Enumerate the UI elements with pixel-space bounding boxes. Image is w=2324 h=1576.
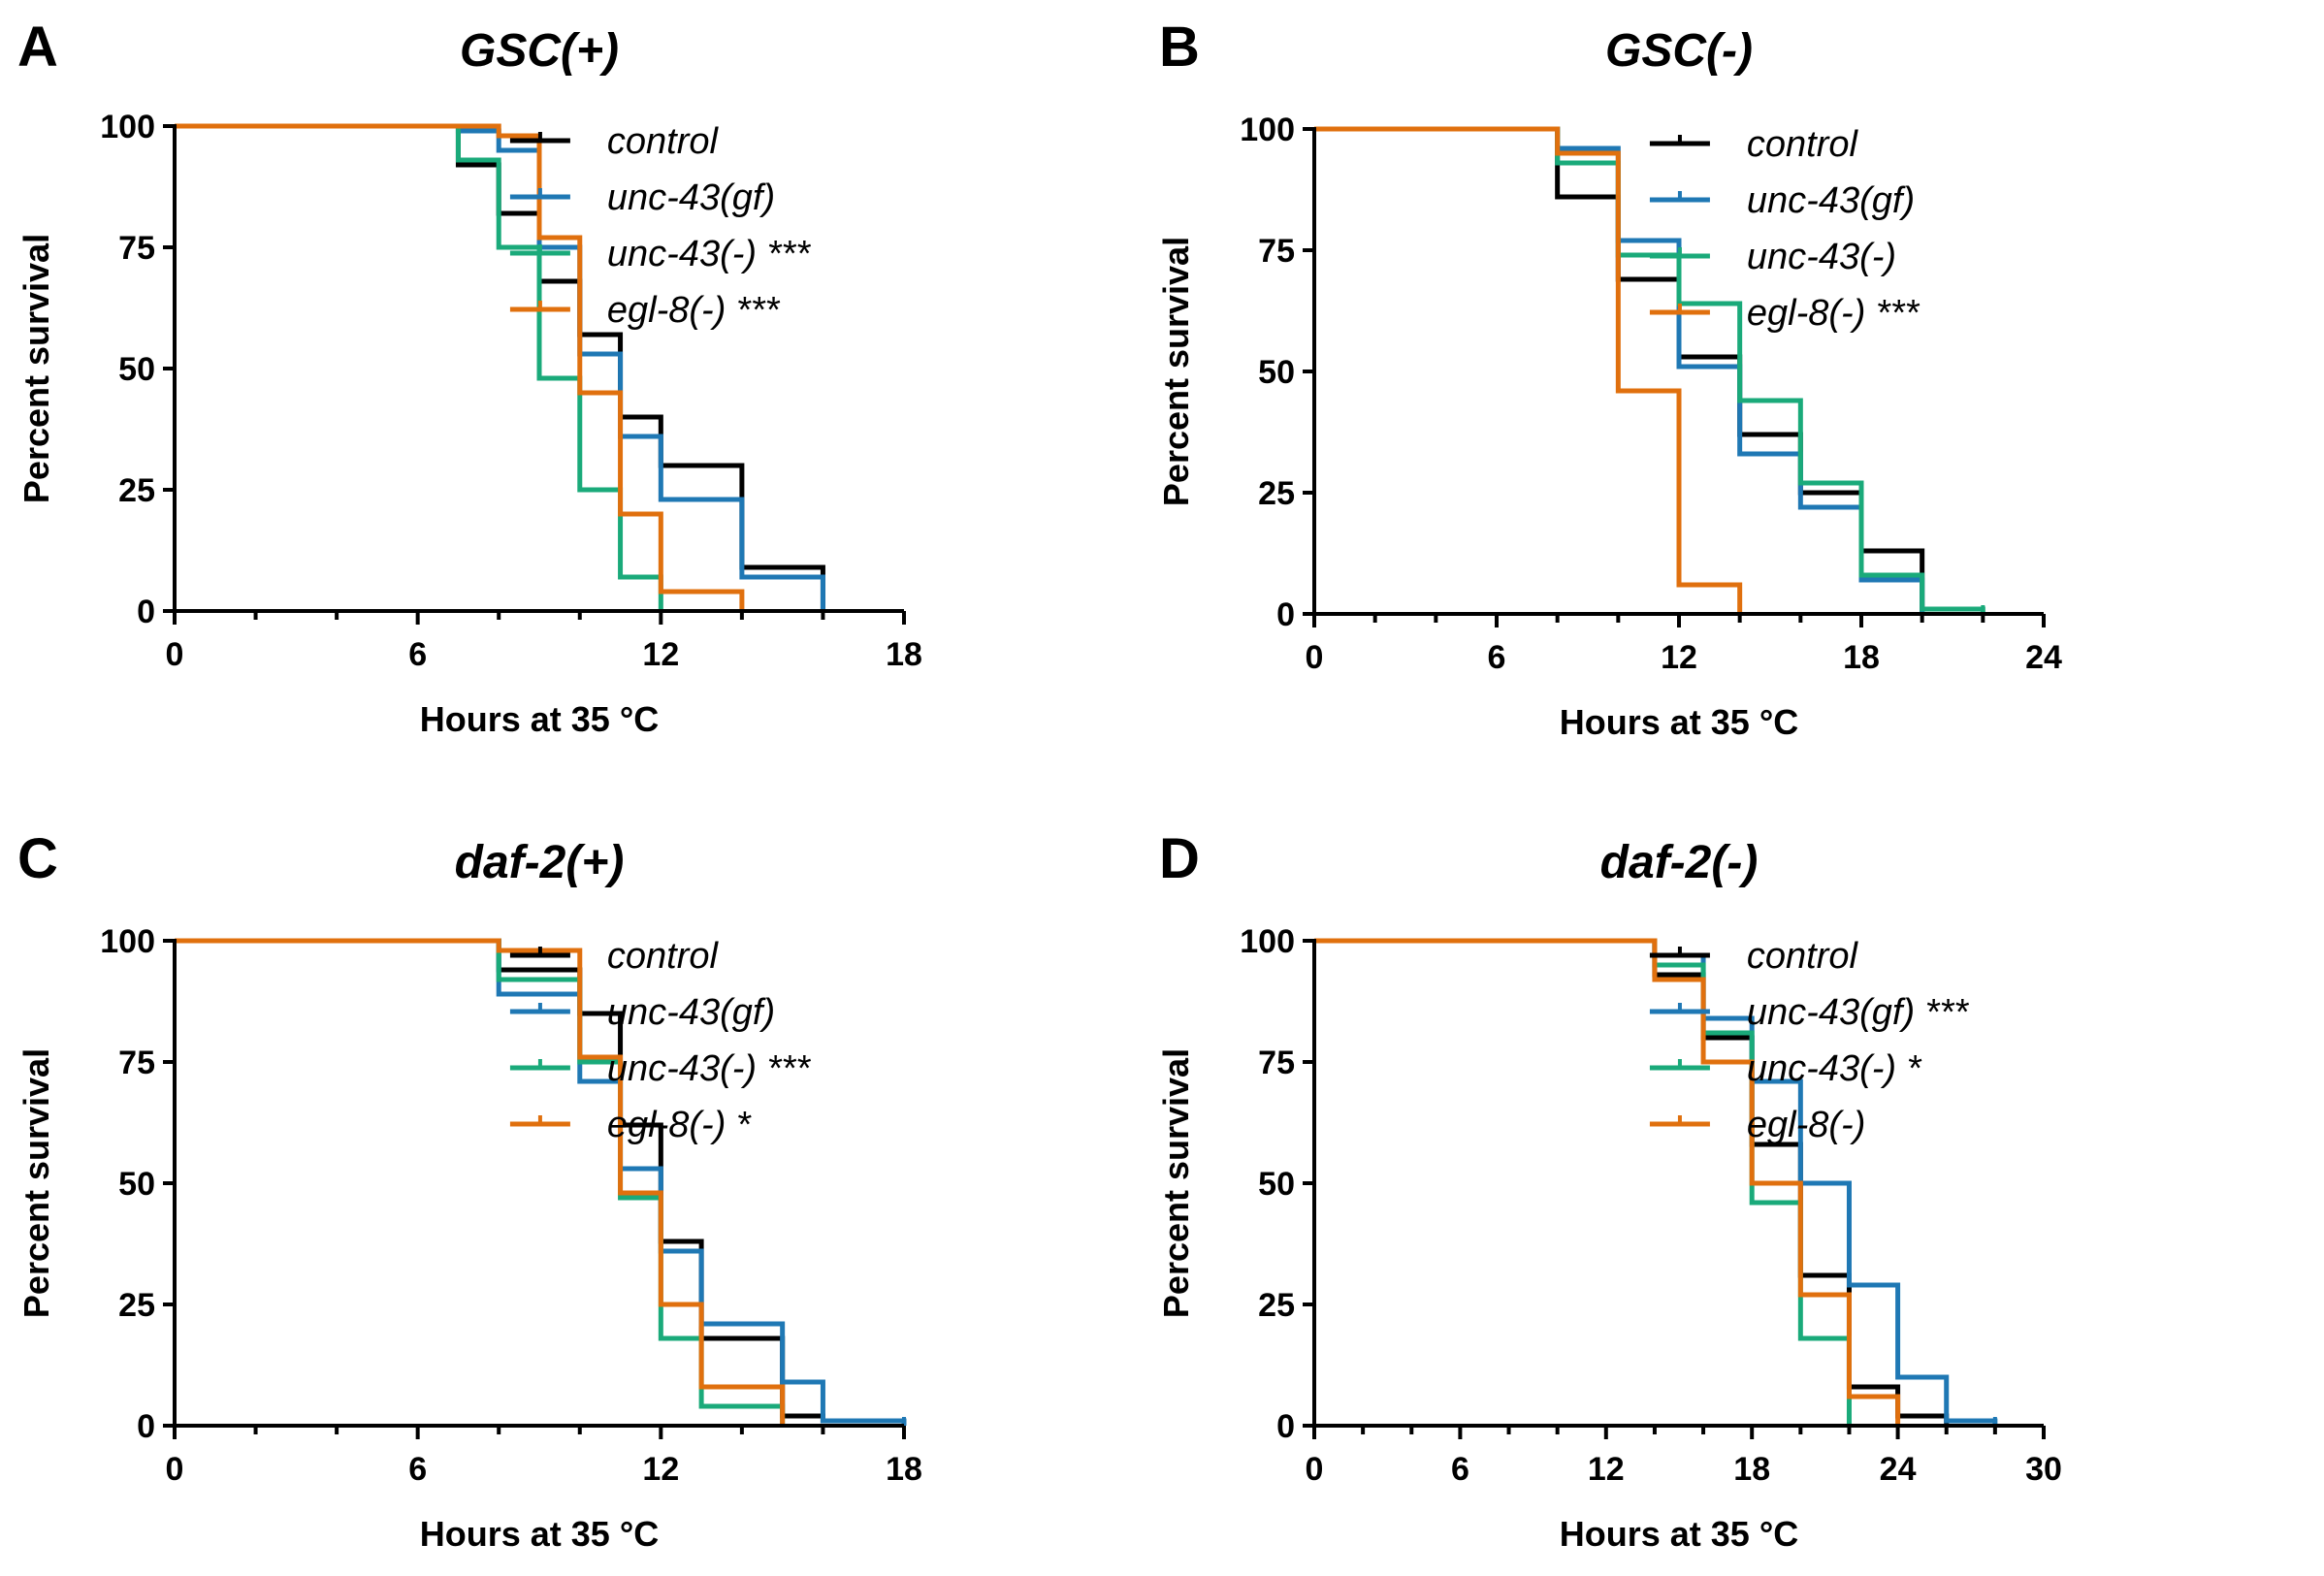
x-tick-label: 18 [1733, 1451, 1770, 1488]
series-line-egl-8- [175, 123, 745, 611]
legend-label: unc-43(gf) [607, 177, 775, 218]
y-tick-label: 50 [118, 351, 155, 388]
legend-label: unc-43(gf) [1747, 180, 1915, 221]
legend-item: control [509, 936, 720, 977]
series-line-unc-43- [175, 938, 786, 1426]
x-tick-label: 24 [2025, 639, 2062, 676]
legend-label: unc-43(-) [1747, 237, 1896, 277]
legend-item: control [1649, 124, 1859, 165]
series-line-unc-43- [1314, 126, 1985, 614]
y-tick-label: 75 [118, 230, 155, 267]
panel-title: GSC(-) [1605, 25, 1753, 77]
series-line-unc-43- [175, 123, 663, 611]
legend-label: unc-43(gf) *** [1747, 992, 1969, 1033]
legend-label: egl-8(-) *** [1747, 293, 1921, 334]
legend-item: control [1649, 936, 1859, 977]
legend-item: egl-8(-) [1649, 1105, 1865, 1145]
panel-letter: B [1159, 16, 1200, 79]
y-tick-label: 75 [118, 1045, 155, 1081]
x-tick-label: 6 [408, 636, 427, 673]
x-tick-label: 12 [1661, 639, 1697, 676]
y-tick-label: 75 [1258, 1045, 1295, 1081]
series-line-egl-8- [1314, 126, 1743, 614]
legend-item: unc-43(gf) *** [1649, 992, 1969, 1033]
x-tick-label: 18 [886, 1451, 922, 1488]
legend-item: unc-43(-) *** [509, 234, 811, 274]
y-tick-label: 100 [1240, 112, 1295, 148]
x-tick-label: 6 [1488, 639, 1506, 676]
y-tick-label: 25 [1258, 1287, 1295, 1324]
y-tick-label: 100 [100, 109, 155, 145]
x-axis-title: Hours at 35 °C [420, 1514, 659, 1554]
x-tick-label: 6 [1451, 1451, 1469, 1488]
series-line-egl-8- [1314, 938, 1901, 1426]
series-line-egl-8- [175, 938, 786, 1426]
y-tick-label: 25 [118, 1287, 155, 1324]
x-tick-label: 18 [1843, 639, 1880, 676]
legend-item: unc-43(-) *** [509, 1048, 811, 1089]
legend-label: control [1747, 124, 1859, 165]
y-axis-title: Percent survival [1156, 237, 1196, 506]
legend-label: egl-8(-) [1747, 1105, 1865, 1145]
y-tick-label: 75 [1258, 233, 1295, 270]
panel-title: GSC(+) [460, 25, 619, 77]
legend-label: egl-8(-) *** [607, 290, 781, 331]
panel-letter: C [17, 827, 58, 890]
y-tick-label: 0 [1276, 596, 1295, 633]
legend-item: egl-8(-) *** [509, 290, 781, 331]
y-axis-title: Percent survival [1156, 1048, 1196, 1318]
y-tick-label: 50 [118, 1166, 155, 1203]
y-tick-label: 50 [1258, 354, 1295, 391]
legend-label: control [1747, 936, 1859, 977]
x-axis-title: Hours at 35 °C [1560, 1514, 1798, 1554]
x-tick-label: 0 [166, 1451, 184, 1488]
legend-item: unc-43(gf) [509, 177, 775, 218]
y-tick-label: 25 [1258, 475, 1295, 512]
x-tick-label: 6 [408, 1451, 427, 1488]
legend-label: egl-8(-) * [607, 1105, 752, 1145]
x-axis-title: Hours at 35 °C [420, 699, 659, 739]
x-tick-label: 18 [886, 636, 922, 673]
x-tick-label: 30 [2025, 1451, 2062, 1488]
y-tick-label: 0 [1276, 1408, 1295, 1445]
panel-b: B GSC(-) 0 25 50 75 100 0 6 12 18 24 Hours at 35 °C P… [1156, 16, 2062, 742]
y-tick-label: 0 [137, 594, 155, 630]
x-tick-label: 0 [166, 636, 184, 673]
x-axis-title: Hours at 35 °C [1560, 702, 1798, 742]
legend-item: unc-43(-) * [1649, 1048, 1922, 1089]
panel-letter: D [1159, 827, 1200, 890]
legend-label: control [607, 936, 720, 977]
legend-label: control [607, 121, 720, 162]
x-tick-label: 24 [1880, 1451, 1917, 1488]
x-tick-label: 12 [1588, 1451, 1625, 1488]
x-tick-label: 12 [642, 636, 679, 673]
legend-label: unc-43(-) *** [607, 234, 811, 274]
legend-item: unc-43(gf) [1649, 180, 1915, 221]
panel-letter: A [17, 16, 58, 79]
x-tick-label: 0 [1306, 639, 1324, 676]
legend-label: unc-43(-) *** [607, 1048, 811, 1089]
y-tick-label: 100 [1240, 923, 1295, 960]
legend-item: unc-43(-) [1649, 237, 1896, 277]
x-tick-label: 12 [642, 1451, 679, 1488]
y-axis-title: Percent survival [16, 234, 56, 503]
legend-label: unc-43(-) * [1747, 1048, 1922, 1089]
y-tick-label: 0 [137, 1408, 155, 1445]
x-tick-label: 0 [1306, 1451, 1324, 1488]
y-tick-label: 100 [100, 923, 155, 960]
legend-item: unc-43(gf) [509, 992, 775, 1033]
y-tick-label: 25 [118, 472, 155, 509]
legend-label: unc-43(gf) [607, 992, 775, 1033]
panel-a: A GSC(+) 0 25 50 75 100 0 6 12 18 Hours at 35 °C Per… [16, 16, 922, 739]
panel-title: daf-2(-) [1600, 837, 1759, 888]
y-tick-label: 50 [1258, 1166, 1295, 1203]
legend-item: egl-8(-) *** [1649, 293, 1921, 334]
legend-item: control [509, 121, 720, 162]
y-axis-title: Percent survival [16, 1048, 56, 1318]
panel-title: daf-2(+) [455, 837, 625, 888]
legend-item: egl-8(-) * [509, 1105, 752, 1145]
